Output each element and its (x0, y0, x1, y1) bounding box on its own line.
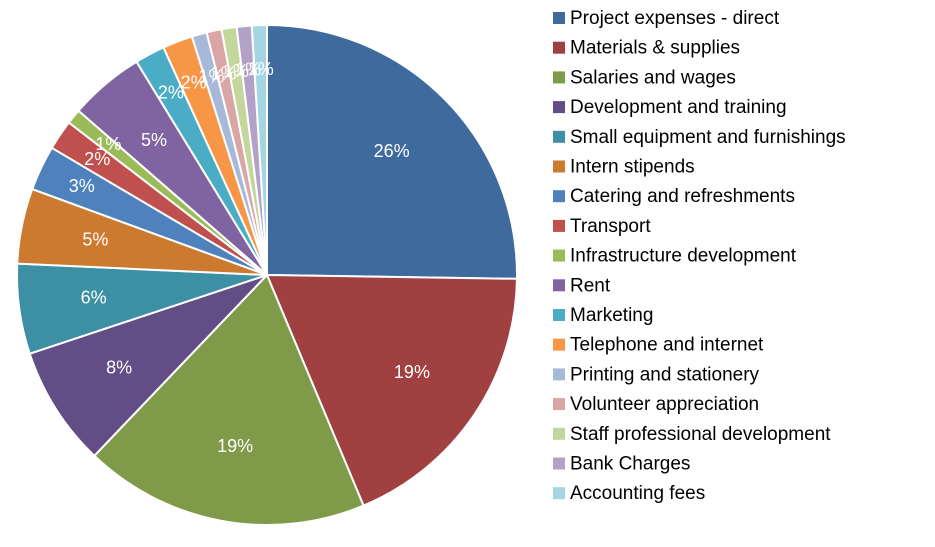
legend-label: Intern stipends (570, 157, 695, 178)
data-label: 2% (181, 72, 207, 92)
legend-label: Development and training (570, 97, 787, 118)
legend-swatch (553, 41, 565, 54)
legend-swatch (553, 457, 565, 470)
data-label: 1% (95, 134, 121, 154)
legend-label: Printing and stationery (570, 364, 760, 385)
legend-label: Project expenses - direct (570, 8, 780, 29)
legend-swatch (553, 130, 565, 143)
data-label: 5% (82, 229, 108, 249)
legend-label: Telephone and internet (570, 335, 764, 356)
data-label: 1% (198, 66, 224, 86)
legend-swatch (553, 309, 565, 321)
data-label: 5% (141, 130, 167, 150)
legend-label: Salaries and wages (570, 67, 736, 88)
data-label: 1% (223, 61, 249, 81)
legend-swatch (553, 101, 565, 114)
pie-slice (92, 273, 365, 526)
pie-slice (28, 274, 268, 458)
data-label: 1% (211, 63, 237, 83)
legend-label: Marketing (570, 305, 653, 326)
legend-label: Rent (570, 275, 611, 296)
pie-slice (265, 273, 518, 507)
data-label: 1% (248, 59, 274, 79)
data-label: 3% (69, 176, 95, 196)
data-label: 6% (81, 288, 107, 308)
legend-label: Staff professional development (570, 424, 831, 445)
legend-swatch (553, 219, 565, 232)
data-label: 2% (158, 83, 184, 103)
legend-label: Bank Charges (570, 454, 690, 475)
legend-label: Transport (570, 216, 651, 237)
legend-label: Accounting fees (570, 483, 705, 504)
pie-slice (250, 23, 268, 276)
pie-slice (266, 23, 518, 280)
data-label: 1% (235, 60, 261, 80)
legend-swatch (553, 190, 565, 203)
legend-label: Volunteer appreciation (570, 394, 759, 415)
legend-swatch (553, 249, 565, 262)
legend-swatch (553, 427, 565, 440)
legend-swatch (553, 398, 565, 411)
legend-swatch (553, 338, 565, 351)
legend-swatch (553, 12, 565, 24)
legend-swatch (553, 487, 565, 500)
legend-swatch (553, 71, 565, 84)
data-label: 19% (394, 362, 430, 382)
legend-label: Catering and refreshments (570, 186, 795, 207)
legend-label: Materials & supplies (570, 38, 740, 59)
data-label: 8% (106, 357, 132, 377)
legend-label: Small equipment and furnishings (570, 127, 846, 148)
legend-swatch (553, 160, 565, 173)
legend-swatch (553, 368, 565, 381)
data-label: 19% (217, 436, 253, 456)
legend-swatch (553, 279, 565, 292)
data-label: 2% (84, 149, 110, 169)
legend-label: Infrastructure development (570, 246, 797, 267)
data-label: 26% (374, 141, 410, 161)
